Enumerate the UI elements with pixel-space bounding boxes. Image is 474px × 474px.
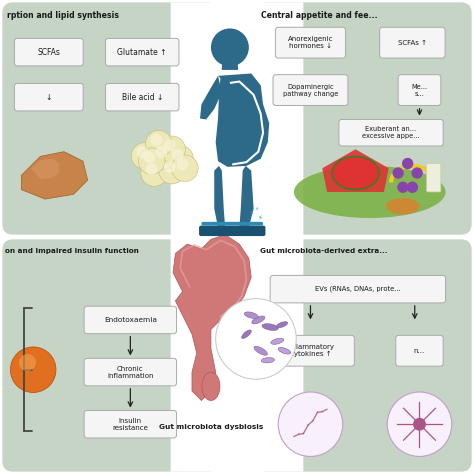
FancyBboxPatch shape — [2, 239, 218, 472]
Circle shape — [141, 160, 167, 186]
Polygon shape — [322, 149, 389, 192]
FancyBboxPatch shape — [275, 27, 346, 58]
Text: ⚡: ⚡ — [248, 209, 254, 218]
FancyBboxPatch shape — [270, 275, 446, 303]
Ellipse shape — [252, 316, 265, 324]
FancyBboxPatch shape — [84, 306, 176, 334]
Ellipse shape — [276, 322, 288, 328]
Text: rption and lipid synthesis: rption and lipid synthesis — [7, 11, 119, 20]
Text: on and Impaired insulin function: on and Impaired insulin function — [5, 248, 138, 254]
Circle shape — [167, 146, 193, 172]
Text: Bile acid ↓: Bile acid ↓ — [121, 93, 163, 101]
Circle shape — [159, 136, 185, 163]
Ellipse shape — [386, 198, 419, 215]
Text: Exuberant an...
excessive appe...: Exuberant an... excessive appe... — [362, 126, 420, 139]
Text: SCFAs ↑: SCFAs ↑ — [398, 40, 427, 46]
FancyBboxPatch shape — [398, 74, 441, 106]
Ellipse shape — [262, 324, 278, 330]
Circle shape — [146, 163, 158, 175]
Circle shape — [387, 392, 452, 456]
Circle shape — [397, 182, 409, 193]
Circle shape — [10, 347, 56, 392]
Ellipse shape — [278, 347, 291, 354]
Circle shape — [136, 146, 148, 158]
FancyBboxPatch shape — [199, 226, 265, 236]
Text: Gut microbiota dysbiosis: Gut microbiota dysbiosis — [159, 424, 263, 430]
Circle shape — [159, 157, 185, 184]
FancyBboxPatch shape — [105, 38, 179, 66]
Polygon shape — [173, 235, 251, 401]
Circle shape — [413, 418, 426, 431]
Circle shape — [407, 182, 418, 193]
Text: Endotoxaemia: Endotoxaemia — [104, 317, 157, 323]
Text: inflammatory
cytokines ↑: inflammatory cytokines ↑ — [287, 344, 334, 357]
FancyBboxPatch shape — [84, 410, 176, 438]
FancyBboxPatch shape — [266, 336, 354, 366]
Circle shape — [146, 130, 172, 157]
FancyBboxPatch shape — [256, 2, 472, 235]
Circle shape — [164, 161, 176, 173]
Text: Anorexigenic
hormones ↓: Anorexigenic hormones ↓ — [288, 36, 333, 49]
Text: ↓: ↓ — [46, 93, 52, 101]
FancyBboxPatch shape — [15, 83, 83, 111]
Text: ⚡: ⚡ — [257, 214, 262, 220]
Text: Me...
s...: Me... s... — [411, 83, 428, 97]
Ellipse shape — [261, 357, 274, 363]
Ellipse shape — [244, 312, 258, 319]
Ellipse shape — [271, 338, 284, 344]
FancyBboxPatch shape — [396, 336, 443, 366]
Text: Glutamate ↑: Glutamate ↑ — [118, 48, 167, 56]
FancyBboxPatch shape — [15, 38, 83, 66]
FancyBboxPatch shape — [273, 74, 348, 106]
Circle shape — [150, 143, 177, 169]
Circle shape — [402, 158, 413, 169]
FancyBboxPatch shape — [339, 119, 443, 146]
FancyBboxPatch shape — [84, 358, 176, 386]
Text: SCFAs: SCFAs — [37, 48, 60, 56]
Circle shape — [216, 299, 296, 379]
Text: EVs (RNAs, DNAs, prote...: EVs (RNAs, DNAs, prote... — [315, 286, 401, 292]
Circle shape — [19, 354, 36, 371]
FancyBboxPatch shape — [427, 164, 441, 192]
Circle shape — [278, 392, 343, 456]
Text: n...: n... — [414, 348, 425, 354]
Circle shape — [392, 167, 404, 179]
Polygon shape — [31, 158, 59, 179]
Ellipse shape — [202, 372, 220, 401]
Circle shape — [150, 134, 163, 146]
Circle shape — [176, 158, 189, 171]
Circle shape — [155, 146, 167, 158]
FancyBboxPatch shape — [220, 2, 251, 472]
Circle shape — [172, 149, 184, 161]
Circle shape — [131, 143, 158, 169]
Circle shape — [143, 151, 155, 164]
Circle shape — [138, 148, 165, 174]
Ellipse shape — [294, 166, 446, 218]
Ellipse shape — [332, 156, 379, 190]
Circle shape — [172, 155, 198, 182]
Polygon shape — [239, 166, 254, 228]
Circle shape — [164, 139, 176, 152]
FancyBboxPatch shape — [2, 2, 218, 235]
Ellipse shape — [254, 346, 267, 356]
Text: Central appetite and fee...: Central appetite and fee... — [261, 11, 377, 20]
FancyBboxPatch shape — [256, 239, 472, 472]
Text: ⚡: ⚡ — [255, 207, 259, 212]
Text: Dopaminergic
pathway change: Dopaminergic pathway change — [283, 83, 338, 97]
Text: Chronic
inflammation: Chronic inflammation — [107, 365, 154, 379]
Polygon shape — [21, 152, 88, 199]
Polygon shape — [216, 73, 269, 167]
FancyBboxPatch shape — [201, 222, 263, 226]
Text: Insulin
resistance: Insulin resistance — [112, 418, 148, 431]
Circle shape — [211, 28, 249, 66]
Polygon shape — [200, 76, 222, 119]
FancyBboxPatch shape — [380, 27, 445, 58]
FancyBboxPatch shape — [171, 2, 303, 246]
FancyBboxPatch shape — [105, 83, 179, 111]
FancyBboxPatch shape — [171, 244, 303, 472]
Polygon shape — [214, 166, 225, 228]
Text: Gut microbiota-derived extra...: Gut microbiota-derived extra... — [260, 248, 387, 254]
Ellipse shape — [242, 330, 251, 338]
Circle shape — [411, 167, 423, 179]
